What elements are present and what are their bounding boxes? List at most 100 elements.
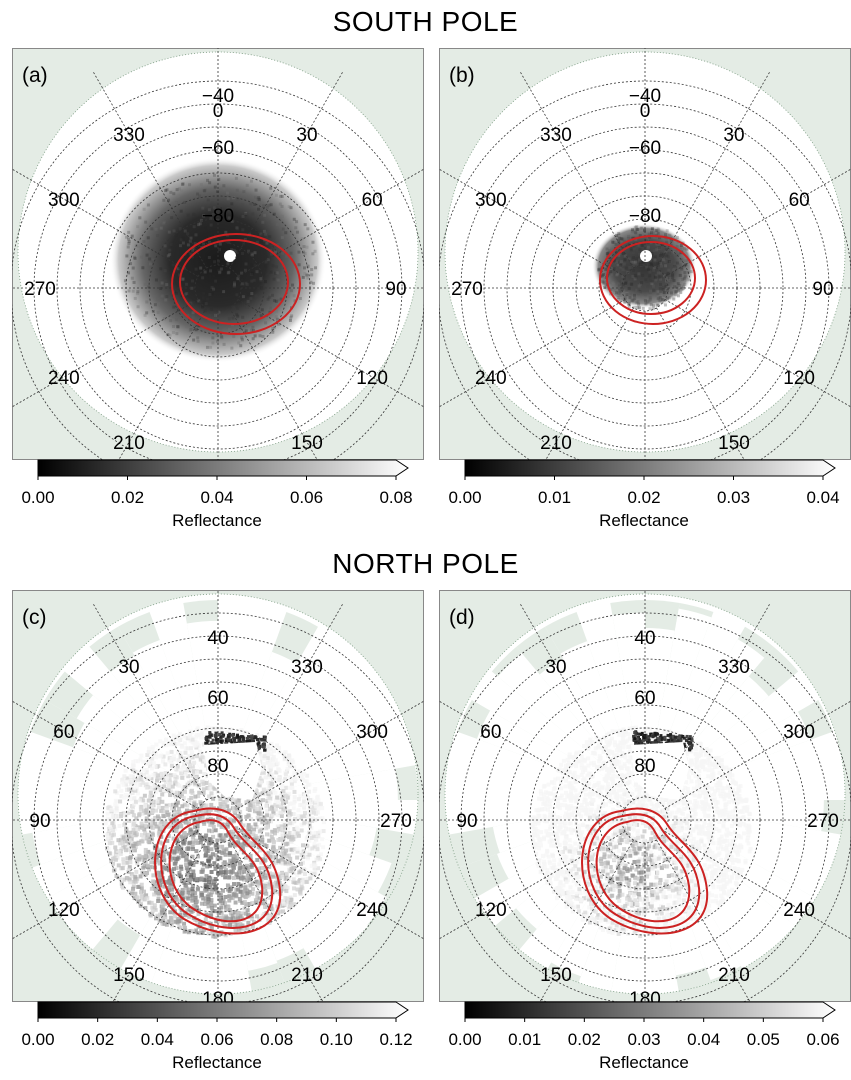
panel-label: (c) — [22, 606, 47, 629]
lon-label: 300 — [356, 722, 388, 743]
lon-label: 30 — [296, 125, 317, 146]
colorbar-label: Reflectance — [599, 1053, 689, 1072]
lat-label: 40 — [634, 628, 655, 649]
colorbar-tick-label: 0.05 — [747, 1030, 780, 1049]
lat-label: 60 — [634, 688, 655, 709]
colorbar-tick-label: 0.06 — [200, 1030, 233, 1049]
colorbar-gradient — [465, 1002, 835, 1018]
lon-label: 90 — [812, 279, 833, 300]
panel-label: (a) — [22, 64, 48, 87]
lat-label: −60 — [629, 138, 661, 159]
colorbar-tick-label: 0.03 — [627, 1030, 660, 1049]
colorbar-tick-label: 0.00 — [21, 1030, 54, 1049]
lon-label: 300 — [48, 190, 80, 211]
colorbar-a: 0.00 0.02 0.04 0.06 0.08 Reflectance — [12, 458, 424, 538]
lon-label: 30 — [545, 657, 566, 678]
lon-label: 330 — [718, 657, 750, 678]
lat-label: 60 — [207, 688, 228, 709]
colorbar-tick-label: 0.04 — [806, 488, 839, 507]
lon-label: 270 — [807, 811, 839, 832]
lon-label: 210 — [113, 433, 145, 454]
panel-label: (d) — [449, 606, 475, 629]
colorbar-tick-label: 0.12 — [379, 1030, 412, 1049]
lat-label: 80 — [207, 756, 228, 777]
colorbar-label: Reflectance — [172, 1053, 262, 1072]
lon-label: 60 — [480, 722, 501, 743]
colorbar-tick-label: 0.00 — [21, 488, 54, 507]
lon-label: 120 — [48, 900, 80, 921]
lat-label: −80 — [629, 206, 661, 227]
lat-label: −60 — [202, 138, 234, 159]
colorbar-tick-label: 0.00 — [448, 488, 481, 507]
lon-label: 240 — [48, 368, 80, 389]
colorbar-tick-label: 0.04 — [200, 488, 233, 507]
lon-label: 60 — [53, 722, 74, 743]
lon-label: 240 — [356, 900, 388, 921]
colorbar-tick-label: 0.06 — [290, 488, 323, 507]
colorbar-tick-label: 0.02 — [568, 1030, 601, 1049]
colorbar-svg: 0.00 0.01 0.02 0.03 0.04 Reflectance — [439, 458, 851, 536]
colorbar-tick-label: 0.04 — [141, 1030, 174, 1049]
colorbar-tick-label: 0.01 — [538, 488, 571, 507]
lon-label: 120 — [356, 368, 388, 389]
lon-label: 30 — [118, 657, 139, 678]
lon-label: 150 — [113, 965, 145, 986]
lon-label: 150 — [291, 433, 323, 454]
colorbar-tick-label: 0.00 — [448, 1030, 481, 1049]
colorbar-c: 0.00 0.02 0.04 0.06 0.08 0.10 0.12 Reflectance — [12, 1000, 424, 1080]
south-pole-title: SOUTH POLE — [0, 6, 851, 38]
colorbar-label: Reflectance — [599, 511, 689, 530]
lon-label: 30 — [723, 125, 744, 146]
lon-label: 210 — [291, 965, 323, 986]
lon-label: 330 — [113, 125, 145, 146]
lon-label: 300 — [783, 722, 815, 743]
colorbar-gradient — [38, 460, 408, 476]
north-pole-title: NORTH POLE — [0, 548, 851, 580]
lon-label: 270 — [380, 811, 412, 832]
lon-label: 150 — [540, 965, 572, 986]
colorbar-gradient — [38, 1002, 408, 1018]
colorbar-tick-label: 0.03 — [717, 488, 750, 507]
lon-label: 120 — [783, 368, 815, 389]
lon-label: 270 — [24, 279, 56, 300]
lon-label: 90 — [456, 811, 477, 832]
colorbar-b: 0.00 0.01 0.02 0.03 0.04 Reflectance — [439, 458, 851, 538]
lon-label: 210 — [718, 965, 750, 986]
colorbar-tick-label: 0.01 — [508, 1030, 541, 1049]
lat-label: −40 — [202, 86, 234, 107]
lat-label: −80 — [202, 206, 234, 227]
colorbar-label: Reflectance — [172, 511, 262, 530]
lon-label: 90 — [385, 279, 406, 300]
lon-label: 300 — [475, 190, 507, 211]
colorbar-tick-label: 0.02 — [111, 488, 144, 507]
colorbar-tick-label: 0.08 — [260, 1030, 293, 1049]
colorbar-tick-label: 0.06 — [806, 1030, 839, 1049]
colorbar-tick-label: 0.10 — [320, 1030, 353, 1049]
lon-label: 270 — [451, 279, 483, 300]
lon-label: 240 — [475, 368, 507, 389]
colorbar-tick-label: 0.02 — [627, 488, 660, 507]
colorbar-tick-label: 0.02 — [81, 1030, 114, 1049]
panel-label: (b) — [449, 64, 475, 87]
lat-label: 40 — [207, 628, 228, 649]
lon-label: 60 — [362, 190, 383, 211]
lat-label: −40 — [629, 86, 661, 107]
colorbar-tick-label: 0.08 — [379, 488, 412, 507]
lon-label: 120 — [475, 900, 507, 921]
lon-label: 330 — [291, 657, 323, 678]
lon-label: 90 — [29, 811, 50, 832]
lon-label: 240 — [783, 900, 815, 921]
colorbar-gradient — [465, 460, 835, 476]
lon-label: 150 — [718, 433, 750, 454]
colorbar-tick-label: 0.04 — [687, 1030, 720, 1049]
lon-label: 210 — [540, 433, 572, 454]
colorbar-svg: 0.00 0.02 0.04 0.06 0.08 Reflectance — [12, 458, 424, 536]
